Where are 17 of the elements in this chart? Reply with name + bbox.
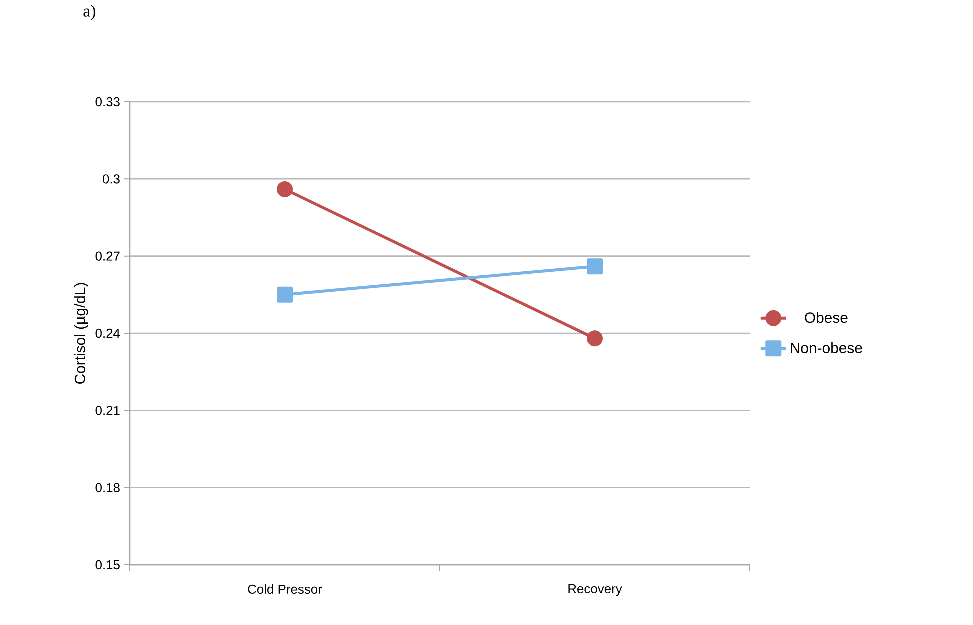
y-tick-label: 0.3 [102, 174, 120, 184]
y-tick-label: 0.24 [96, 328, 120, 338]
legend-label: Obese [805, 312, 848, 324]
y-tick-label: 0.15 [96, 560, 120, 570]
point [587, 330, 603, 347]
point [277, 286, 293, 303]
point [587, 258, 603, 275]
x-tick-label: Cold Pressor [248, 584, 322, 594]
legend-label: Non-obese [791, 342, 862, 354]
chart-title: a) [84, 5, 96, 20]
y-tick-label: 0.21 [96, 406, 120, 416]
y-axis-title: Cortisol (µg/dL) [74, 283, 88, 384]
y-tick-label: 0.33 [96, 97, 120, 107]
point [277, 181, 293, 198]
y-tick-label: 0.18 [96, 483, 120, 492]
y-tick-label: 0.27 [96, 252, 120, 261]
x-tick-label: Recovery [568, 584, 622, 596]
